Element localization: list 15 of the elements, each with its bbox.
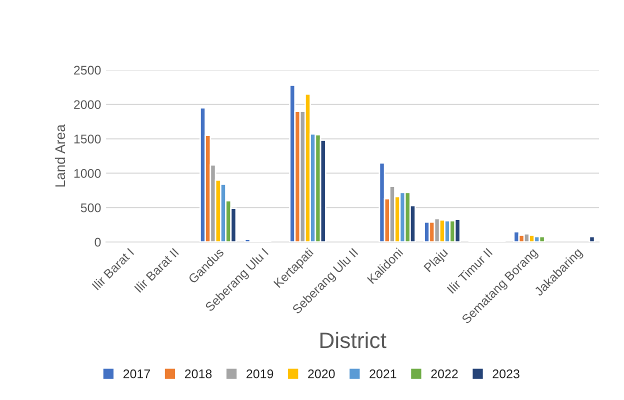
y-tick-label: 1500: [74, 134, 101, 144]
legend-label: 2018: [184, 369, 212, 378]
y-tick-label: 0: [94, 238, 101, 247]
legend-label: 2023: [492, 369, 520, 378]
legend-label: 2019: [246, 369, 274, 378]
legend-label: 2021: [370, 369, 396, 378]
x-axis-title: District: [320, 332, 386, 348]
legend-label: 2022: [431, 369, 458, 378]
y-axis-title: Land Area: [54, 124, 66, 187]
y-tick-label: 2000: [74, 100, 101, 110]
y-tick-label: 1000: [74, 169, 101, 178]
legend-label: 2020: [308, 369, 335, 378]
y-tick-label: 2500: [74, 66, 101, 75]
legend-label: 2017: [123, 369, 150, 378]
y-tick-label: 500: [80, 203, 101, 212]
